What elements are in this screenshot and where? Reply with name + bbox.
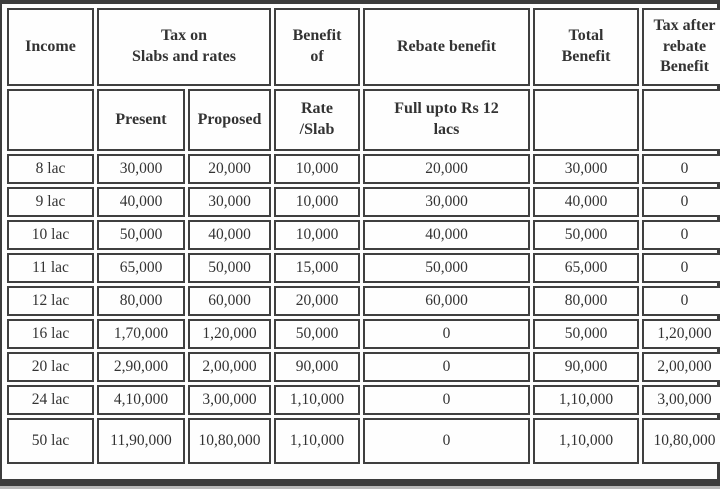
cell-total: 1,10,000 (533, 385, 639, 415)
cell-rebate: 60,000 (363, 286, 530, 316)
header-row-2: Present Proposed Rate /Slab Full upto Rs… (7, 89, 720, 151)
table-row: 8 lac 30,000 20,000 10,000 20,000 30,000… (7, 154, 720, 184)
cell-income: 50 lac (7, 418, 94, 464)
cell-income: 11 lac (7, 253, 94, 283)
cell-rebate: 40,000 (363, 220, 530, 250)
cell-rebate: 50,000 (363, 253, 530, 283)
cell-present: 11,90,000 (97, 418, 185, 464)
cell-rate-slab: 10,000 (274, 154, 360, 184)
cell-proposed: 50,000 (188, 253, 271, 283)
header-row-1: Income Tax on Slabs and rates Benefit of… (7, 8, 720, 86)
cell-present: 30,000 (97, 154, 185, 184)
cell-rate-slab: 10,000 (274, 220, 360, 250)
cell-proposed: 2,00,000 (188, 352, 271, 382)
cell-total: 1,10,000 (533, 418, 639, 464)
cell-rebate: 0 (363, 385, 530, 415)
cell-proposed: 30,000 (188, 187, 271, 217)
cell-tax-after: 1,20,000 (642, 319, 720, 349)
cell-proposed: 1,20,000 (188, 319, 271, 349)
header-tax-after-empty (642, 89, 720, 151)
header-income: Income (7, 8, 94, 86)
cell-rebate: 0 (363, 319, 530, 349)
header-rebate-benefit: Rebate benefit (363, 8, 530, 86)
cell-rate-slab: 50,000 (274, 319, 360, 349)
cell-rebate: 20,000 (363, 154, 530, 184)
header-income-empty (7, 89, 94, 151)
cell-rate-slab: 20,000 (274, 286, 360, 316)
cell-rate-slab: 90,000 (274, 352, 360, 382)
tax-comparison-table: Income Tax on Slabs and rates Benefit of… (4, 5, 720, 467)
header-rate-slab: Rate /Slab (274, 89, 360, 151)
cell-tax-after: 0 (642, 253, 720, 283)
header-tax-after-rebate: Tax after rebate Benefit (642, 8, 720, 86)
cell-rate-slab: 1,10,000 (274, 385, 360, 415)
cell-tax-after: 10,80,000 (642, 418, 720, 464)
table-row: 9 lac 40,000 30,000 10,000 30,000 40,000… (7, 187, 720, 217)
table-row: 24 lac 4,10,000 3,00,000 1,10,000 0 1,10… (7, 385, 720, 415)
cell-total: 50,000 (533, 220, 639, 250)
cell-tax-after: 0 (642, 154, 720, 184)
cell-total: 90,000 (533, 352, 639, 382)
cell-tax-after: 0 (642, 220, 720, 250)
cell-rebate: 0 (363, 418, 530, 464)
header-total-empty (533, 89, 639, 151)
cell-present: 80,000 (97, 286, 185, 316)
header-proposed: Proposed (188, 89, 271, 151)
cell-total: 40,000 (533, 187, 639, 217)
cell-total: 50,000 (533, 319, 639, 349)
header-present: Present (97, 89, 185, 151)
cell-tax-after: 0 (642, 286, 720, 316)
cell-proposed: 40,000 (188, 220, 271, 250)
cell-proposed: 10,80,000 (188, 418, 271, 464)
cell-rate-slab: 15,000 (274, 253, 360, 283)
table-row: 12 lac 80,000 60,000 20,000 60,000 80,00… (7, 286, 720, 316)
header-rebate-condition: Full upto Rs 12 lacs (363, 89, 530, 151)
cell-proposed: 3,00,000 (188, 385, 271, 415)
cell-present: 2,90,000 (97, 352, 185, 382)
cell-present: 1,70,000 (97, 319, 185, 349)
header-benefit-of: Benefit of (274, 8, 360, 86)
header-total-benefit: Total Benefit (533, 8, 639, 86)
cell-total: 80,000 (533, 286, 639, 316)
cell-tax-after: 2,00,000 (642, 352, 720, 382)
table-row: 50 lac 11,90,000 10,80,000 1,10,000 0 1,… (7, 418, 720, 464)
cell-tax-after: 3,00,000 (642, 385, 720, 415)
cell-tax-after: 0 (642, 187, 720, 217)
cell-total: 65,000 (533, 253, 639, 283)
cell-income: 9 lac (7, 187, 94, 217)
cell-income: 12 lac (7, 286, 94, 316)
table-row: 10 lac 50,000 40,000 10,000 40,000 50,00… (7, 220, 720, 250)
cell-income: 24 lac (7, 385, 94, 415)
cell-total: 30,000 (533, 154, 639, 184)
cell-rebate: 0 (363, 352, 530, 382)
cell-present: 50,000 (97, 220, 185, 250)
cell-present: 40,000 (97, 187, 185, 217)
table-row: 20 lac 2,90,000 2,00,000 90,000 0 90,000… (7, 352, 720, 382)
cell-income: 20 lac (7, 352, 94, 382)
cell-rate-slab: 10,000 (274, 187, 360, 217)
table-row: 11 lac 65,000 50,000 15,000 50,000 65,00… (7, 253, 720, 283)
cell-income: 8 lac (7, 154, 94, 184)
cell-income: 10 lac (7, 220, 94, 250)
cell-rate-slab: 1,10,000 (274, 418, 360, 464)
cell-rebate: 30,000 (363, 187, 530, 217)
cell-present: 4,10,000 (97, 385, 185, 415)
cell-proposed: 20,000 (188, 154, 271, 184)
table-row: 16 lac 1,70,000 1,20,000 50,000 0 50,000… (7, 319, 720, 349)
header-tax-on-slabs: Tax on Slabs and rates (97, 8, 271, 86)
cell-proposed: 60,000 (188, 286, 271, 316)
cell-present: 65,000 (97, 253, 185, 283)
cell-income: 16 lac (7, 319, 94, 349)
